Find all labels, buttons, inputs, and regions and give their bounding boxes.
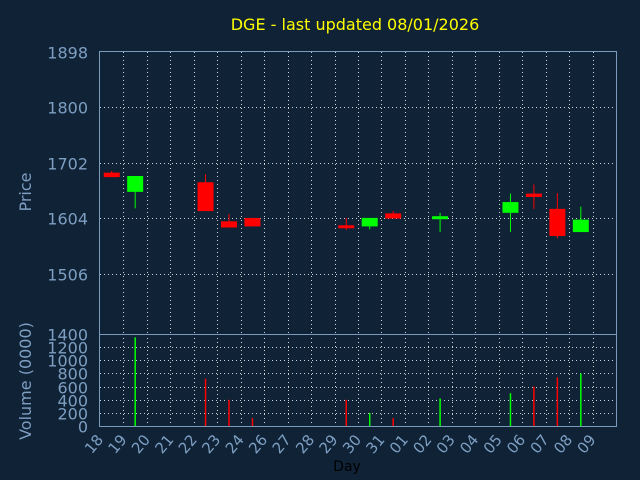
candle-body <box>127 176 144 192</box>
volume-tick-label: 1000 <box>47 352 88 371</box>
volume-tick-label: 800 <box>57 365 88 384</box>
candle-body <box>197 182 214 212</box>
price-tick-label: 1702 <box>47 155 88 174</box>
price-candles <box>103 170 589 239</box>
chart-title: DGE - last updated 08/01/2026 <box>231 15 480 34</box>
volume-tick-label: 400 <box>57 392 88 411</box>
volume-tick-label: 0 <box>78 418 88 437</box>
volume-tick-label: 1400 <box>47 326 88 345</box>
price-tick-label: 1506 <box>47 266 88 285</box>
candle-body <box>549 208 566 237</box>
candle-body <box>221 221 237 228</box>
price-tick-label: 1604 <box>47 210 88 229</box>
candle-body <box>361 217 378 227</box>
price-axis-label: Price <box>16 172 35 211</box>
candle-body <box>572 219 589 233</box>
candle-body <box>525 193 542 197</box>
volume-plot-frame <box>99 334 617 427</box>
candle-body <box>432 216 449 220</box>
x-axis-label: Day <box>333 459 361 475</box>
price-tick-label: 1898 <box>47 44 88 63</box>
volume-tick-label: 200 <box>57 405 88 424</box>
price-tick-label: 1800 <box>47 99 88 118</box>
candle-body <box>385 213 402 219</box>
volume-grid <box>100 334 616 426</box>
candle-body <box>338 225 355 229</box>
price-y-ticks: 1898 1800 1702 1604 1506 <box>47 44 88 285</box>
volume-tick-label: 1200 <box>47 339 88 358</box>
volume-tick-label: 600 <box>57 379 88 398</box>
volume-bars <box>134 337 582 426</box>
volume-axis-label: Volume (0000) <box>16 322 35 440</box>
candle-body <box>502 202 519 213</box>
candle-body <box>103 172 120 178</box>
candle-body <box>244 217 261 227</box>
